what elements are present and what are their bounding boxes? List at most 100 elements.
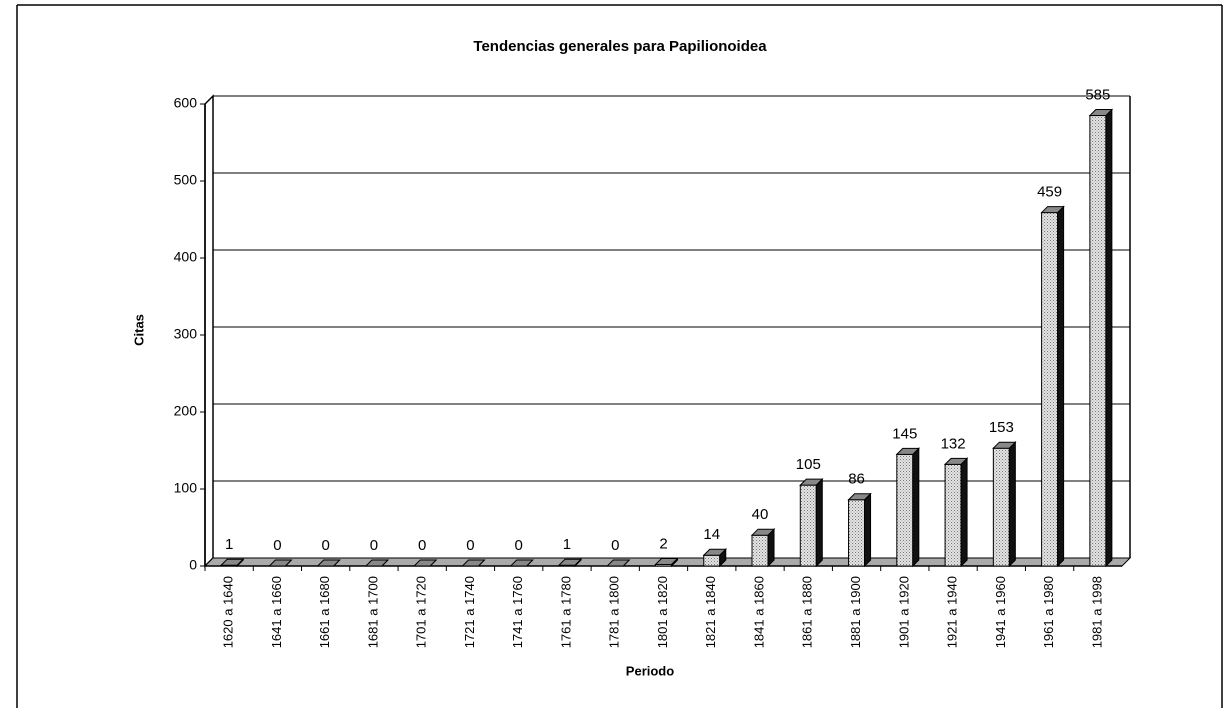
data-label: 1 <box>563 536 571 553</box>
data-label: 132 <box>941 435 966 452</box>
bar-front <box>703 554 721 567</box>
bar-side <box>1105 108 1113 568</box>
bar-front <box>944 463 962 567</box>
bar-side <box>912 447 920 568</box>
data-label: 0 <box>611 537 619 554</box>
y-tick-label: 0 <box>189 557 197 573</box>
data-label: 0 <box>370 537 378 554</box>
x-tick-label: 1801 a 1820 <box>655 576 670 648</box>
y-tick-label: 400 <box>174 249 198 265</box>
x-tick-label: 1620 a 1640 <box>221 576 236 648</box>
y-tick-label: 500 <box>174 172 198 188</box>
y-tick-label: 600 <box>174 95 198 111</box>
bar-top <box>799 478 824 486</box>
data-label: 145 <box>892 425 917 442</box>
bar <box>316 559 341 567</box>
x-axis-label: Periodo <box>626 663 674 678</box>
data-label: 105 <box>796 456 821 473</box>
bar-front <box>751 534 769 567</box>
bar-side <box>815 477 823 568</box>
bar-top <box>412 559 438 567</box>
bar-front <box>848 499 866 567</box>
x-tick-label: 1641 a 1660 <box>269 576 284 648</box>
bar-top <box>557 558 583 566</box>
x-tick-label: 1981 a 1998 <box>1089 576 1104 648</box>
bar-top <box>606 559 631 567</box>
data-label: 86 <box>848 471 865 488</box>
data-label: 585 <box>1085 87 1110 104</box>
bar <box>750 527 776 568</box>
bar-top <box>895 447 921 455</box>
x-tick-label: 1861 a 1880 <box>800 576 815 648</box>
bar-top <box>461 559 486 567</box>
bar-top <box>316 559 341 567</box>
x-tick-label: 1701 a 1720 <box>414 576 429 648</box>
bar-top <box>654 557 679 565</box>
bar <box>992 440 1017 568</box>
x-tick-label: 1921 a 1940 <box>945 576 960 648</box>
data-label: 1 <box>225 536 233 553</box>
bar-front <box>1089 115 1107 567</box>
bar-top <box>847 493 872 501</box>
bar <box>364 559 390 567</box>
data-label: 0 <box>515 537 523 554</box>
bar-top <box>702 548 727 556</box>
x-tick-label: 1741 a 1760 <box>510 576 525 648</box>
y-tick-label: 300 <box>174 326 198 342</box>
data-label: 153 <box>989 419 1014 436</box>
bar-side <box>1057 205 1065 568</box>
bar <box>268 559 293 567</box>
x-tick-label: 1781 a 1800 <box>607 576 622 648</box>
data-label: 459 <box>1037 184 1062 201</box>
bar-front <box>992 447 1010 567</box>
bar <box>1088 108 1114 568</box>
bar-top <box>268 559 293 567</box>
bar-top <box>509 559 534 567</box>
bar <box>895 447 921 568</box>
bar <box>557 558 583 568</box>
chart-title: Tendencias generales para Papilionoidea <box>473 38 767 55</box>
x-tick-label: 1721 a 1740 <box>462 576 477 648</box>
data-label: 0 <box>466 537 474 554</box>
bar-side <box>864 492 872 568</box>
data-label: 0 <box>418 537 426 554</box>
bar-top <box>750 528 776 536</box>
bar-front <box>1041 212 1059 567</box>
bar-side <box>1008 440 1016 568</box>
x-tick-label: 1681 a 1700 <box>365 576 380 648</box>
bar-top <box>1040 206 1065 214</box>
y-tick-label: 100 <box>174 480 198 496</box>
bar-top <box>219 558 245 566</box>
bar <box>606 559 631 567</box>
x-tick-label: 1941 a 1960 <box>993 576 1008 648</box>
bar-front <box>896 453 914 567</box>
bar-top <box>364 559 390 567</box>
bar-top <box>943 457 969 465</box>
x-tick-label: 1821 a 1840 <box>703 576 718 648</box>
x-tick-label: 1881 a 1900 <box>848 576 863 648</box>
bar <box>847 492 872 568</box>
bar <box>702 548 727 568</box>
back-wall <box>204 94 214 568</box>
data-label: 14 <box>703 526 720 543</box>
bar <box>461 559 486 567</box>
x-tick-label: 1661 a 1680 <box>317 576 332 648</box>
bar <box>654 557 679 568</box>
x-tick-label: 1841 a 1860 <box>751 576 766 648</box>
bar-side <box>960 457 968 568</box>
bar <box>412 559 438 567</box>
y-tick-label: 200 <box>174 403 198 419</box>
bar <box>509 559 534 567</box>
x-tick-label: 1961 a 1980 <box>1041 576 1056 648</box>
bar <box>1040 205 1065 568</box>
bar <box>219 558 245 568</box>
bar <box>943 457 969 568</box>
x-tick-label: 1901 a 1920 <box>896 576 911 648</box>
bar-front <box>799 484 817 567</box>
bar-top <box>992 441 1017 449</box>
y-axis-label: Citas <box>131 314 146 346</box>
data-label: 0 <box>273 537 281 554</box>
data-label: 0 <box>321 537 329 554</box>
bar-top <box>1088 109 1114 117</box>
